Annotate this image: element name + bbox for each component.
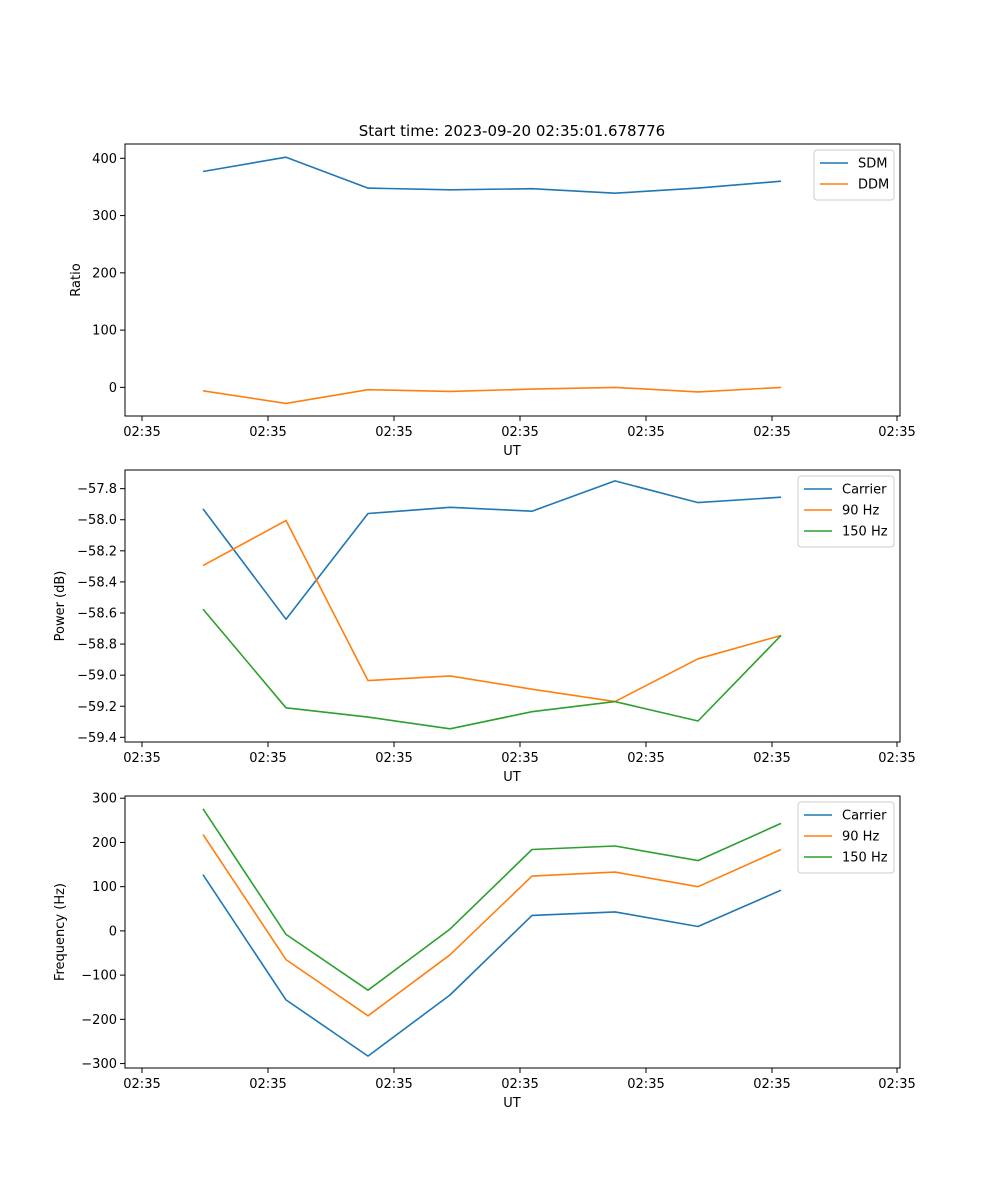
x-tick-label: 02:35 xyxy=(249,1077,286,1092)
legend-box xyxy=(797,475,895,548)
legend-label: 150 Hz xyxy=(842,851,888,866)
y-tick-label: −59.0 xyxy=(77,669,117,684)
axes-frame-3 xyxy=(124,795,901,1069)
x-tick-label: 02:35 xyxy=(375,1077,412,1092)
x-tick-label: 02:35 xyxy=(627,425,664,440)
y-tick-label: 200 xyxy=(92,266,117,281)
legend-label: Carrier xyxy=(842,483,887,498)
y-tick-label: −58.0 xyxy=(77,513,117,528)
y-tick-label: −100 xyxy=(81,969,117,984)
y-tick-label: −58.4 xyxy=(77,575,117,590)
legend-label: 150 Hz xyxy=(842,525,888,540)
x-tick-label: 02:35 xyxy=(753,1077,790,1092)
legend-label: SDM xyxy=(858,157,887,172)
x-tick-label: 02:35 xyxy=(878,1077,915,1092)
x-tick-label: 02:35 xyxy=(753,751,790,766)
x-tick-label: 02:35 xyxy=(878,751,915,766)
legend-label: 90 Hz xyxy=(842,504,879,519)
x-tick-label: 02:35 xyxy=(123,425,160,440)
y-tick-label: −59.4 xyxy=(77,731,117,746)
legend-box xyxy=(797,801,895,874)
series-line-90-hz xyxy=(202,834,782,1017)
series-line-150-hz xyxy=(202,808,782,992)
y-tick-label: 200 xyxy=(92,836,117,851)
x-tick-label: 02:35 xyxy=(249,751,286,766)
x-tick-label: 02:35 xyxy=(375,425,412,440)
x-tick-label: 02:35 xyxy=(753,425,790,440)
y-tick-label: −57.8 xyxy=(77,482,117,497)
series-line-sdm xyxy=(202,156,782,194)
legend-label: Carrier xyxy=(842,809,887,824)
legend-label: DDM xyxy=(858,178,889,193)
x-axis-label: UT xyxy=(503,444,521,459)
x-tick-label: 02:35 xyxy=(123,751,160,766)
x-tick-label: 02:35 xyxy=(123,1077,160,1092)
y-tick-label: −200 xyxy=(81,1013,117,1028)
y-tick-label: −59.2 xyxy=(77,700,117,715)
chart-title: Start time: 2023-09-20 02:35:01.678776 xyxy=(359,122,665,140)
y-axis-label: Frequency (Hz) xyxy=(53,883,68,981)
y-tick-label: 0 xyxy=(109,924,117,939)
x-axis-label: UT xyxy=(503,770,521,785)
x-tick-label: 02:35 xyxy=(878,425,915,440)
series-line-ddm xyxy=(202,386,782,405)
y-tick-label: 0 xyxy=(109,381,117,396)
y-tick-label: 100 xyxy=(92,880,117,895)
x-tick-label: 02:35 xyxy=(627,751,664,766)
y-tick-label: −58.8 xyxy=(77,638,117,653)
x-tick-label: 02:35 xyxy=(501,425,538,440)
x-tick-label: 02:35 xyxy=(501,751,538,766)
series-line-carrier xyxy=(202,480,782,621)
y-axis-label: Ratio xyxy=(69,263,84,296)
x-tick-label: 02:35 xyxy=(501,1077,538,1092)
axes-frame-1 xyxy=(124,143,901,417)
y-tick-label: 100 xyxy=(92,324,117,339)
y-tick-label: 400 xyxy=(92,152,117,167)
x-tick-label: 02:35 xyxy=(627,1077,664,1092)
y-tick-label: −300 xyxy=(81,1057,117,1072)
y-axis-label: Power (dB) xyxy=(53,571,68,642)
series-line-150-hz xyxy=(202,608,782,730)
series-line-90-hz xyxy=(202,519,782,703)
x-tick-label: 02:35 xyxy=(249,425,286,440)
axes-frame-2 xyxy=(124,469,901,743)
y-tick-label: 300 xyxy=(92,792,117,807)
series-line-carrier xyxy=(202,874,782,1057)
y-tick-label: −58.2 xyxy=(77,544,117,559)
x-axis-label: UT xyxy=(503,1096,521,1111)
legend-label: 90 Hz xyxy=(842,830,879,845)
y-tick-label: 300 xyxy=(92,209,117,224)
y-tick-label: −58.6 xyxy=(77,606,117,621)
x-tick-label: 02:35 xyxy=(375,751,412,766)
